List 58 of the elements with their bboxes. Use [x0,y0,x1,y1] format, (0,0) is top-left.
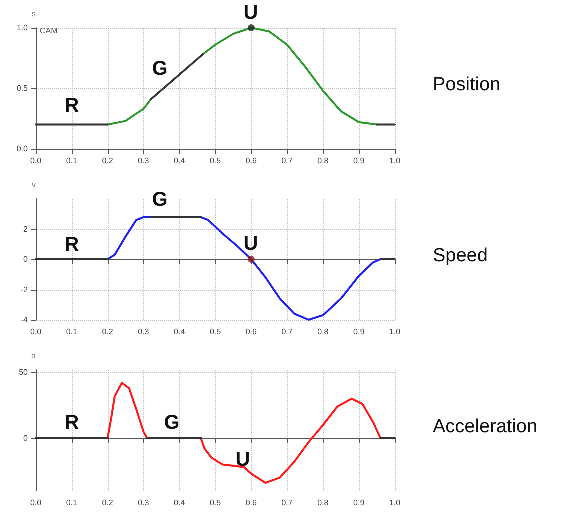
x-tick-label: 0.5 [210,328,222,336]
x-tick-label: 0.5 [210,498,222,508]
x-tick-label: 0.8 [318,498,330,508]
annotation: R [64,95,80,117]
x-tick-label: 1.0 [389,328,402,336]
x-tick-label: 0.4 [174,328,186,336]
y-axis-title: s [32,10,36,18]
x-tick-label: 0.9 [354,156,366,166]
x-tick-label: 0.3 [138,156,150,166]
y-axis-title: a [32,352,37,360]
x-tick-label: 0.2 [102,498,114,508]
x-tick-label: 0.1 [66,156,78,166]
x-tick-label: 0.7 [282,328,294,336]
x-tick-label: 0.1 [66,328,78,336]
x-tick-label: 0.6 [246,156,258,166]
y-tick-label: -2 [20,285,29,294]
x-tick-label: 0.4 [174,498,186,508]
text: Position [433,74,501,96]
annotation: G [164,412,180,434]
annotation: R [64,234,80,256]
x-tick-label: 0.3 [138,328,150,336]
x-tick-label: 0.8 [318,156,330,166]
x-tick-label: 0.2 [102,328,114,336]
x-tick-label: 0.1 [66,498,78,508]
y-tick-label: -4 [20,316,29,324]
y-tick-label: 50 [19,368,29,378]
x-tick-label: 0.5 [210,156,222,166]
text: Acceleration [433,416,538,438]
x-tick-label: 0.6 [246,498,258,508]
x-tick-label: 0.7 [282,156,294,166]
x-tick-label: 0.9 [354,498,366,508]
y-tick-label: 2 [24,224,29,234]
x-tick-label: 1.0 [389,498,402,508]
y-tick-label: 0 [24,434,29,443]
text: Speed [433,246,488,266]
text: U [244,2,258,24]
annotation: R [64,412,80,434]
y-axis-title: v [32,180,36,190]
x-tick-label: 0.3 [138,498,150,508]
annotation: G [152,189,168,211]
y-tick-label: 1.0 [16,24,29,32]
annotation: U [236,449,250,471]
y-tick-label: 0.0 [16,144,29,154]
x-tick-label: 0.4 [174,156,186,166]
x-tick-label: 0.2 [102,156,114,166]
x-tick-label: 0.0 [30,328,42,336]
y-tick-label: 0 [24,255,29,264]
x-tick-label: 0.8 [318,328,330,336]
x-tick-label: 1.0 [389,156,402,166]
annotation: G [152,58,168,80]
y-tick-label: 0.5 [16,84,29,93]
annotation: U [244,233,258,255]
x-tick-label: 0.7 [282,498,294,508]
x-tick-label: 0.6 [246,328,258,336]
x-tick-label: 0.0 [30,498,42,508]
annotation: CAM [40,26,58,36]
x-tick-label: 0.9 [354,328,366,336]
x-tick-label: 0.0 [30,156,42,166]
